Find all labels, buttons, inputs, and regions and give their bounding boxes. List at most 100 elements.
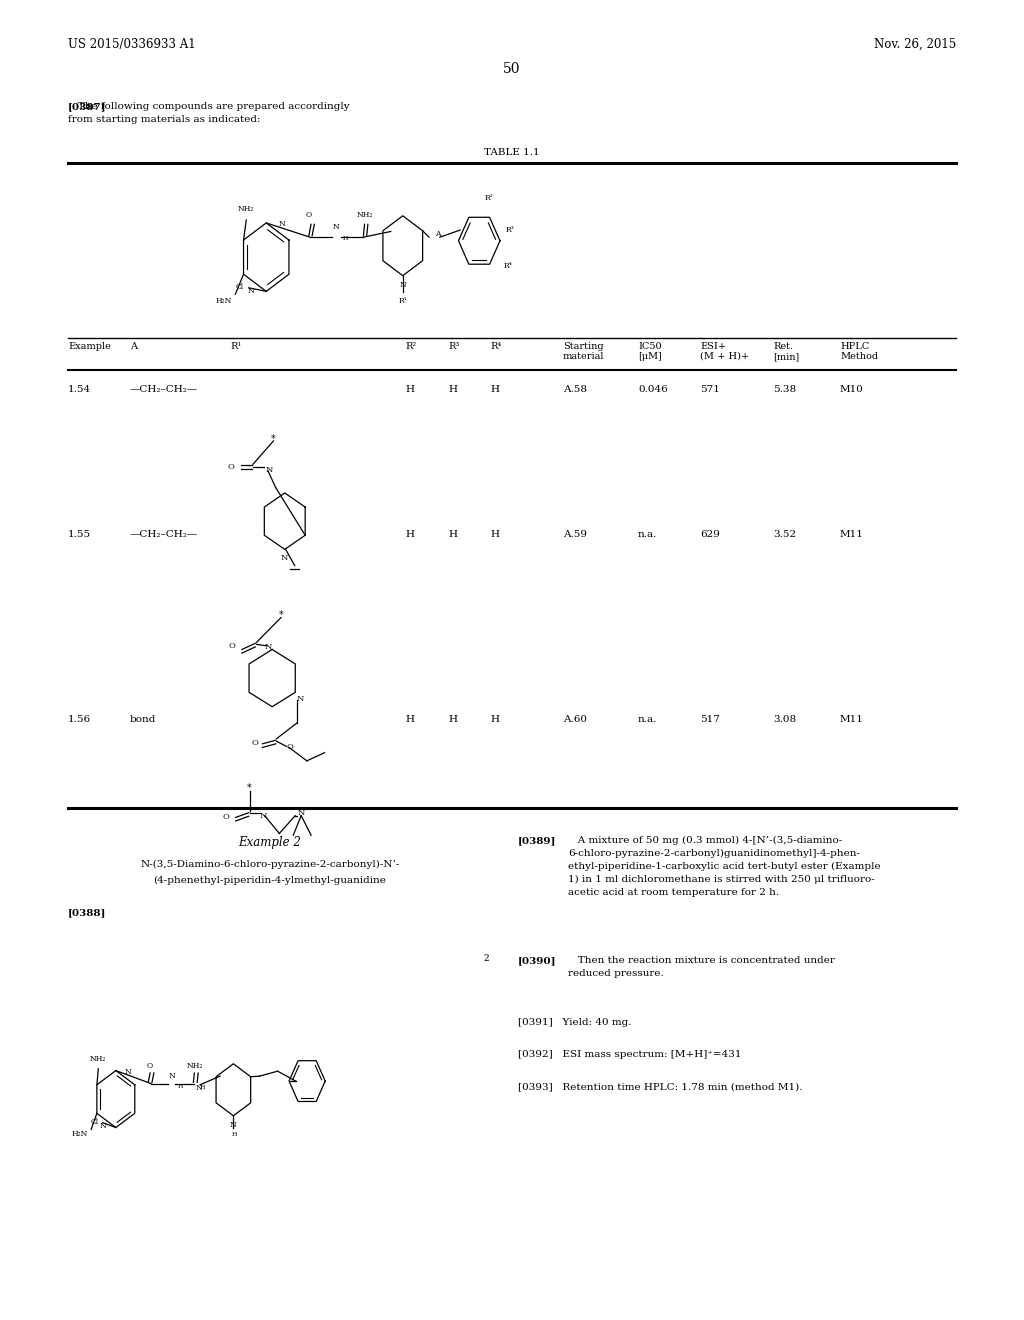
Text: N: N	[297, 696, 304, 704]
Text: (M + H)+: (M + H)+	[700, 352, 750, 360]
Text: R²: R²	[484, 194, 494, 202]
Text: 1.55: 1.55	[68, 531, 91, 539]
Text: R¹: R¹	[398, 297, 408, 305]
Text: [0393]   Retention time HPLC: 1.78 min (method M1).: [0393] Retention time HPLC: 1.78 min (me…	[518, 1082, 803, 1092]
Text: 50: 50	[503, 62, 521, 77]
Text: [0389]: [0389]	[518, 836, 556, 845]
Text: R⁴: R⁴	[504, 261, 513, 269]
Text: 5.38: 5.38	[773, 385, 796, 393]
Text: H₂N: H₂N	[215, 297, 231, 305]
Text: NH₂: NH₂	[239, 205, 254, 213]
Text: H: H	[343, 236, 348, 242]
Text: M11: M11	[840, 531, 864, 539]
Text: NH₂: NH₂	[90, 1055, 106, 1063]
Text: TABLE 1.1: TABLE 1.1	[484, 148, 540, 157]
Text: [0391]   Yield: 40 mg.: [0391] Yield: 40 mg.	[518, 1018, 632, 1027]
Text: H: H	[449, 531, 457, 539]
Text: 571: 571	[700, 385, 720, 393]
Text: —CH₂–CH₂—: —CH₂–CH₂—	[130, 385, 199, 393]
Text: *: *	[247, 783, 252, 793]
Text: US 2015/0336933 A1: US 2015/0336933 A1	[68, 38, 196, 51]
Text: ESI+: ESI+	[700, 342, 726, 351]
Text: R¹: R¹	[230, 342, 242, 351]
Text: O: O	[287, 743, 293, 751]
Text: Ret.: Ret.	[773, 342, 794, 351]
Text: n.a.: n.a.	[638, 715, 657, 723]
Text: M10: M10	[840, 385, 864, 393]
Text: N: N	[100, 1122, 106, 1130]
Text: N: N	[333, 223, 340, 231]
Text: H: H	[231, 1131, 237, 1137]
Text: N: N	[399, 281, 407, 289]
Text: H: H	[449, 715, 457, 723]
Text: [0392]   ESI mass spectrum: [M+H]⁺=431: [0392] ESI mass spectrum: [M+H]⁺=431	[518, 1049, 741, 1059]
Text: N: N	[196, 1084, 202, 1092]
Text: N: N	[230, 1121, 237, 1129]
Text: [0387]: [0387]	[68, 102, 106, 111]
Text: N: N	[265, 466, 272, 474]
Text: R⁴: R⁴	[490, 342, 502, 351]
Text: N: N	[125, 1068, 131, 1076]
Text: Cl: Cl	[236, 282, 244, 292]
Text: A: A	[130, 342, 137, 351]
Text: A.58: A.58	[563, 385, 587, 393]
Text: N: N	[168, 1072, 175, 1080]
Text: N-(3,5-Diamino-6-chloro-pyrazine-2-carbonyl)-N’-: N-(3,5-Diamino-6-chloro-pyrazine-2-carbo…	[140, 861, 399, 869]
Text: 629: 629	[700, 531, 720, 539]
Text: —CH₂–CH₂—: —CH₂–CH₂—	[130, 531, 199, 539]
Text: R³: R³	[449, 342, 459, 351]
Text: n.a.: n.a.	[638, 531, 657, 539]
Text: H: H	[449, 385, 457, 393]
Text: [μM]: [μM]	[638, 352, 662, 360]
Text: O: O	[223, 813, 229, 821]
Text: 0.046: 0.046	[638, 385, 668, 393]
Text: H: H	[200, 1085, 206, 1090]
Text: N: N	[259, 812, 267, 820]
Text: [0390]: [0390]	[518, 956, 556, 965]
Text: H₂N: H₂N	[72, 1130, 88, 1138]
Text: 3.52: 3.52	[773, 531, 796, 539]
Text: N: N	[248, 286, 254, 294]
Text: H: H	[177, 1084, 182, 1089]
Text: H: H	[406, 531, 414, 539]
Text: H: H	[490, 531, 499, 539]
Text: H: H	[406, 715, 414, 723]
Text: NH₂: NH₂	[356, 211, 373, 219]
Text: NH₂: NH₂	[187, 1063, 204, 1071]
Text: O: O	[147, 1063, 154, 1071]
Text: O: O	[252, 739, 259, 747]
Text: Nov. 26, 2015: Nov. 26, 2015	[873, 38, 956, 51]
Text: *: *	[279, 610, 284, 620]
Text: IC50: IC50	[638, 342, 662, 351]
Text: A.59: A.59	[563, 531, 587, 539]
Text: Method: Method	[840, 352, 879, 360]
Text: material: material	[563, 352, 604, 360]
Text: M11: M11	[840, 715, 864, 723]
Text: O: O	[228, 463, 234, 471]
Text: (4-phenethyl-piperidin-4-ylmethyl-guanidine: (4-phenethyl-piperidin-4-ylmethyl-guanid…	[154, 876, 386, 886]
Text: 1.56: 1.56	[68, 715, 91, 723]
Text: R³: R³	[506, 226, 514, 234]
Text: O: O	[228, 643, 236, 651]
Text: 517: 517	[700, 715, 720, 723]
Text: HPLC: HPLC	[840, 342, 869, 351]
Text: [min]: [min]	[773, 352, 800, 360]
Text: A mixture of 50 mg (0.3 mmol) 4-[N’-(3,5-diamino-
6-chloro-pyrazine-2-carbonyl)g: A mixture of 50 mg (0.3 mmol) 4-[N’-(3,5…	[568, 836, 881, 898]
Text: Then the reaction mixture is concentrated under
reduced pressure.: Then the reaction mixture is concentrate…	[568, 956, 835, 978]
Text: 1.54: 1.54	[68, 385, 91, 393]
Text: A.60: A.60	[563, 715, 587, 723]
Text: H: H	[490, 385, 499, 393]
Text: H: H	[406, 385, 414, 393]
Text: *: *	[271, 434, 275, 444]
Text: A: A	[435, 230, 441, 238]
Text: H: H	[490, 715, 499, 723]
Text: N: N	[297, 809, 304, 817]
Text: N: N	[265, 643, 272, 651]
Text: N: N	[281, 553, 289, 562]
Text: 3.08: 3.08	[773, 715, 796, 723]
Text: Example 2: Example 2	[239, 836, 301, 849]
Text: 2: 2	[483, 954, 488, 964]
Text: N: N	[279, 219, 285, 227]
Text: R²: R²	[406, 342, 416, 351]
Text: bond: bond	[130, 715, 157, 723]
